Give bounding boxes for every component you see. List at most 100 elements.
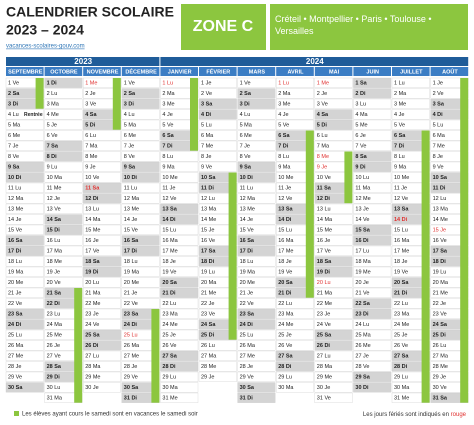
day-label: 10 Di xyxy=(8,175,22,181)
day-cell xyxy=(121,266,160,277)
day-label: 4 Lu xyxy=(8,112,19,118)
day-cell xyxy=(121,151,160,162)
day-label: 3 Di xyxy=(124,102,135,108)
day-label: 5 Ve xyxy=(278,123,289,129)
day-label: 27 Sa xyxy=(162,354,177,360)
day-label: 27 Je xyxy=(355,354,368,360)
day-cell xyxy=(353,109,392,120)
day-cell xyxy=(160,382,199,393)
day-label: 11 Sa xyxy=(317,186,332,192)
day-label: 18 Di xyxy=(201,259,215,265)
day-label: 15 Lu xyxy=(278,228,292,234)
month-header xyxy=(199,67,237,76)
day-label: 24 Ma xyxy=(47,322,63,328)
day-label: 4 Je xyxy=(394,112,404,118)
day-cell xyxy=(83,235,121,246)
day-label: 9 Je xyxy=(317,165,327,171)
day-cell xyxy=(160,256,199,267)
day-cell xyxy=(353,277,392,288)
day-cell xyxy=(237,308,276,319)
day-label: 10 Me xyxy=(394,175,409,181)
day-cell xyxy=(83,361,121,372)
day-cell xyxy=(160,161,199,172)
day-label: 26 Ma xyxy=(124,343,140,349)
month-name: AOÛT xyxy=(442,68,458,75)
day-label: 8 Di xyxy=(47,154,58,160)
day-label: 8 Je xyxy=(201,154,211,160)
day-cell xyxy=(314,266,353,277)
day-label: 14 Ma xyxy=(317,217,333,223)
day-label: 21 Di xyxy=(394,291,408,297)
day-label: 13 Je xyxy=(355,207,368,213)
day-label: 31 Di xyxy=(124,396,138,402)
day-label: 16 Je xyxy=(317,238,330,244)
day-label: 15 Ve xyxy=(240,228,254,234)
day-label: 3 Ve xyxy=(317,102,328,108)
day-cell xyxy=(276,109,314,120)
day-label: 19 Lu xyxy=(433,270,447,276)
day-cell xyxy=(160,319,199,330)
day-cell xyxy=(276,340,314,351)
day-cell xyxy=(44,140,83,151)
day-label: 12 Ma xyxy=(124,196,140,202)
day-label: 11 Me xyxy=(47,186,62,192)
day-label: 17 Di xyxy=(124,249,138,255)
day-cell xyxy=(83,130,121,141)
day-label: 23 Je xyxy=(85,312,98,318)
day-label: 9 Sa xyxy=(240,165,252,171)
day-label: 1 Ve xyxy=(8,81,19,87)
day-cell xyxy=(353,329,392,340)
day-cell xyxy=(160,203,199,214)
day-label: 16 Di xyxy=(355,238,369,244)
day-cell xyxy=(276,382,314,393)
day-label: 23 Sa xyxy=(8,312,23,318)
day-label: 7 Ve xyxy=(355,144,366,150)
day-label: 23 Je xyxy=(317,312,330,318)
day-label: 13 Me xyxy=(240,207,255,213)
day-cell xyxy=(44,224,83,235)
day-label: 25 Je xyxy=(162,333,175,339)
day-label: 20 Ma xyxy=(433,280,449,286)
month-name: AVRIL xyxy=(287,69,304,75)
day-label: 2 Je xyxy=(317,91,327,97)
day-cell xyxy=(160,298,199,309)
day-label: 21 Me xyxy=(201,291,216,297)
day-cell xyxy=(237,382,276,393)
day-label: 1 Me xyxy=(317,81,329,87)
day-cell xyxy=(198,371,237,382)
day-label: 12 Ve xyxy=(278,196,292,202)
day-label: 23 Ve xyxy=(201,312,215,318)
day-cell xyxy=(314,371,353,382)
day-cell xyxy=(83,308,121,319)
day-label: 19 Me xyxy=(355,270,370,276)
day-cell xyxy=(5,109,44,120)
day-cell xyxy=(276,245,314,256)
day-cell xyxy=(314,77,353,88)
month-name: MAI xyxy=(329,69,340,75)
site-link[interactable]: vacances-scolaires-gouv.com xyxy=(6,44,85,50)
day-cell xyxy=(353,350,392,361)
title: CALENDRIER SCOLAIRE xyxy=(6,4,174,20)
day-cell xyxy=(83,319,121,330)
day-cell xyxy=(237,266,276,277)
day-cell xyxy=(353,245,392,256)
day-label: 26 Lu xyxy=(433,343,447,349)
day-label: 17 Me xyxy=(278,249,293,255)
day-label: 25 Je xyxy=(278,333,291,339)
day-cell xyxy=(353,172,392,183)
day-cell xyxy=(353,382,392,393)
day-cell xyxy=(237,329,276,340)
day-label: 3 Lu xyxy=(355,102,366,108)
day-cell xyxy=(237,130,276,141)
day-label: 22 Lu xyxy=(278,301,292,307)
day-cell xyxy=(353,77,392,88)
day-label: 26 Me xyxy=(355,343,370,349)
day-cell xyxy=(353,182,392,193)
day-label: 16 Sa xyxy=(240,238,255,244)
day-label: 18 Je xyxy=(162,259,175,265)
day-label: 2 Ve xyxy=(433,91,444,97)
day-cell xyxy=(83,256,121,267)
month-header xyxy=(237,67,276,76)
day-label: 19 Di xyxy=(317,270,331,276)
day-label: 17 Ve xyxy=(85,249,99,255)
